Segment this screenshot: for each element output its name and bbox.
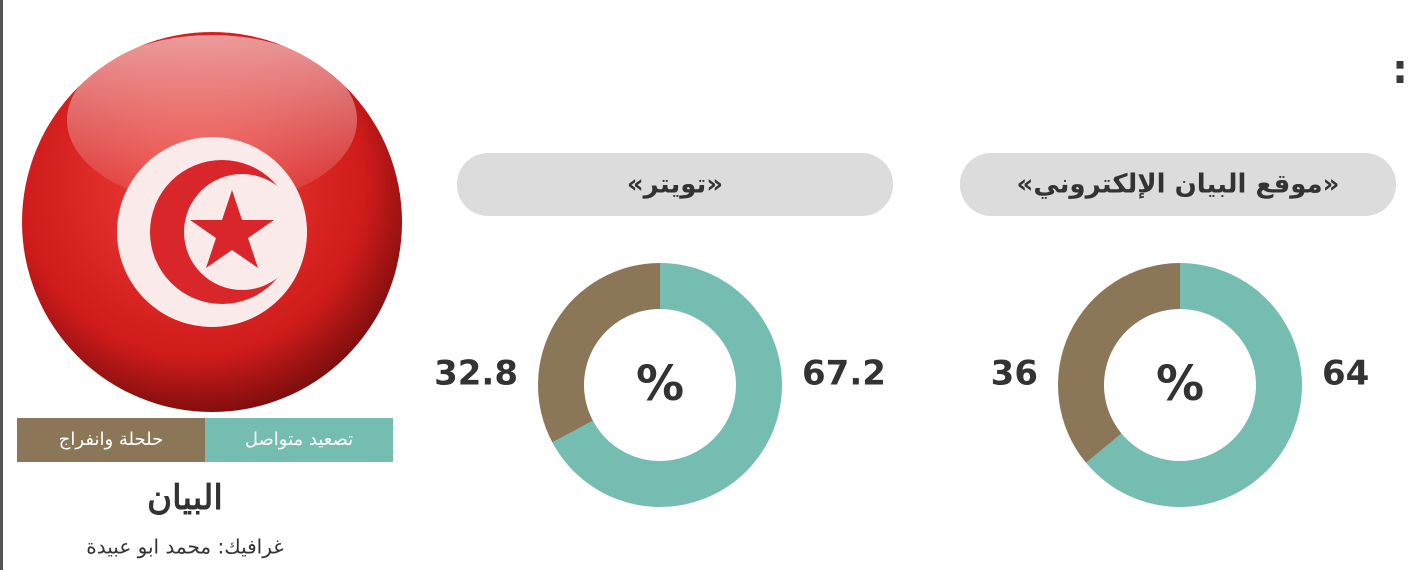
legend-label: حلحلة وانفراج <box>59 429 163 450</box>
donut-slice <box>1058 263 1180 463</box>
flag-ball <box>22 32 402 412</box>
credit: غرافيك: محمد ابو عبيدة <box>86 535 283 559</box>
value-label: 64 <box>1322 354 1369 394</box>
center-label: % <box>636 356 684 412</box>
chart-title: «تويتر» <box>627 170 723 200</box>
donut-slice <box>552 263 782 507</box>
left-rule <box>0 0 3 570</box>
legend-label: تصعيد متواصل <box>245 429 353 450</box>
value-label: 67.2 <box>802 354 886 394</box>
donut-slice <box>538 263 660 443</box>
logo: البيان <box>147 478 223 518</box>
chart-header <box>457 153 893 216</box>
legend-swatch <box>17 418 205 462</box>
chart-header <box>960 153 1396 216</box>
main-title: أزمة التشكيل الحكومي في تونس ستؤدي إلى: <box>1392 43 1408 93</box>
legend-swatch <box>205 418 393 462</box>
center-label: % <box>1156 356 1204 412</box>
value-label: 32.8 <box>434 354 518 394</box>
donut-slice <box>1085 263 1302 508</box>
value-label: 36 <box>991 354 1038 394</box>
chart-title: «موقع البيان الإلكتروني» <box>1017 170 1340 200</box>
